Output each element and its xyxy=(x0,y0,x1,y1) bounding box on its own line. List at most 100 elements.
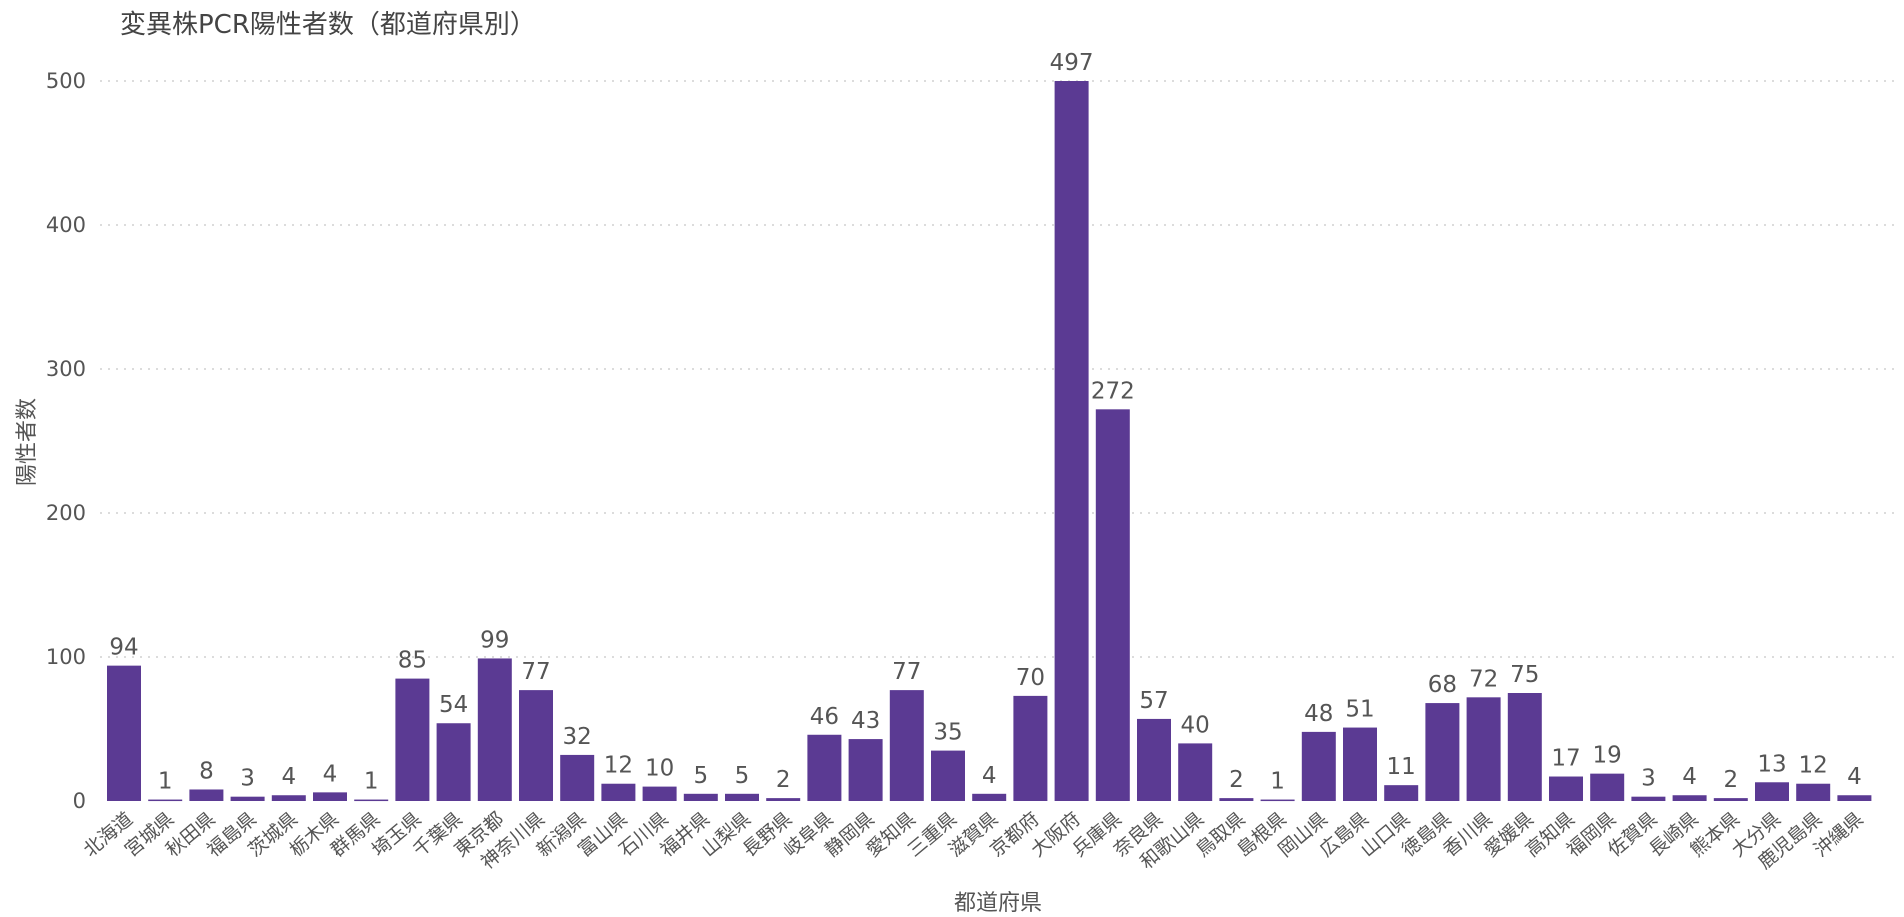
bar[interactable] xyxy=(1590,773,1625,801)
data-label: 48 xyxy=(1304,701,1333,727)
data-label: 2 xyxy=(1229,767,1244,793)
data-label: 12 xyxy=(604,753,633,779)
bars xyxy=(107,81,1872,802)
data-label: 5 xyxy=(735,763,750,789)
data-label: 12 xyxy=(1799,753,1828,779)
data-label: 1 xyxy=(158,769,173,795)
bar[interactable] xyxy=(1672,795,1707,801)
bar[interactable] xyxy=(1631,796,1666,801)
data-label: 43 xyxy=(851,708,880,734)
bar[interactable] xyxy=(1384,785,1419,801)
data-label: 68 xyxy=(1428,672,1457,698)
gridlines xyxy=(100,80,1898,658)
y-tick-label: 100 xyxy=(46,645,86,669)
bar[interactable] xyxy=(1425,703,1460,801)
bar[interactable] xyxy=(1837,795,1872,801)
data-label: 4 xyxy=(982,763,997,789)
data-label: 2 xyxy=(776,767,791,793)
bar[interactable] xyxy=(889,690,924,801)
data-label: 11 xyxy=(1387,754,1416,780)
data-label: 2 xyxy=(1723,767,1738,793)
data-label: 4 xyxy=(281,764,296,790)
bar[interactable] xyxy=(642,786,677,801)
bar[interactable] xyxy=(519,690,553,801)
data-label: 32 xyxy=(563,724,592,750)
data-label: 54 xyxy=(439,692,468,718)
y-axis-title: 陽性者数 xyxy=(15,398,40,486)
bar[interactable] xyxy=(1343,727,1377,801)
data-label: 19 xyxy=(1593,743,1622,769)
bar[interactable] xyxy=(1549,776,1583,801)
bar[interactable] xyxy=(931,750,965,801)
y-tick-label: 400 xyxy=(46,213,86,237)
bar[interactable] xyxy=(148,799,183,802)
data-label: 1 xyxy=(364,769,379,795)
bar[interactable] xyxy=(972,793,1007,801)
data-label: 5 xyxy=(693,763,708,789)
data-label: 70 xyxy=(1016,665,1045,691)
bar[interactable] xyxy=(1178,743,1213,801)
chart-title: 変異株PCR陽性者数（都道府県別） xyxy=(120,10,536,40)
bar[interactable] xyxy=(313,792,347,801)
bar[interactable] xyxy=(725,793,759,801)
data-label: 497 xyxy=(1050,50,1094,76)
bar[interactable] xyxy=(1095,409,1130,801)
bar[interactable] xyxy=(436,723,471,801)
data-label: 272 xyxy=(1091,378,1135,404)
bar[interactable] xyxy=(848,739,883,801)
data-label: 17 xyxy=(1551,746,1580,772)
y-tick-label: 300 xyxy=(46,357,86,381)
bar[interactable] xyxy=(1054,81,1089,801)
bar[interactable] xyxy=(1013,695,1048,801)
bar[interactable] xyxy=(766,798,801,801)
data-label: 77 xyxy=(521,659,550,685)
bar[interactable] xyxy=(107,665,141,801)
data-label: 4 xyxy=(323,761,338,787)
bar[interactable] xyxy=(354,799,389,802)
data-label: 1 xyxy=(1270,769,1285,795)
bar[interactable] xyxy=(1796,783,1831,801)
y-tick-label: 0 xyxy=(73,789,86,813)
bar[interactable] xyxy=(683,793,718,801)
bar[interactable] xyxy=(807,734,842,801)
data-label: 99 xyxy=(480,627,509,653)
data-label: 3 xyxy=(1641,766,1656,792)
data-label: 40 xyxy=(1181,712,1210,738)
data-label: 75 xyxy=(1510,662,1539,688)
data-label: 85 xyxy=(398,648,427,674)
x-axis-labels: 北海道宮城県秋田県福島県茨城県栃木県群馬県埼玉県千葉県東京都神奈川県新潟県富山県… xyxy=(79,808,1867,874)
data-label: 46 xyxy=(810,704,839,730)
bar[interactable] xyxy=(477,658,512,801)
y-tick-label: 200 xyxy=(46,501,86,525)
data-label: 57 xyxy=(1139,688,1168,714)
bar[interactable] xyxy=(1219,798,1254,801)
bar[interactable] xyxy=(1507,693,1542,801)
bar[interactable] xyxy=(1466,697,1501,801)
data-label: 94 xyxy=(109,635,138,661)
bar[interactable] xyxy=(271,795,306,801)
data-label: 51 xyxy=(1345,697,1374,723)
data-label: 3 xyxy=(240,766,255,792)
x-axis-title: 都道府県 xyxy=(954,891,1042,916)
bar[interactable] xyxy=(395,678,430,801)
data-label: 35 xyxy=(933,720,962,746)
data-label: 13 xyxy=(1757,751,1786,777)
bar[interactable] xyxy=(1755,782,1789,801)
bar[interactable] xyxy=(1260,799,1295,802)
bar[interactable] xyxy=(1137,718,1171,801)
bar[interactable] xyxy=(230,796,265,801)
data-label: 4 xyxy=(1682,764,1697,790)
bar[interactable] xyxy=(560,754,595,801)
bar[interactable] xyxy=(1301,731,1336,801)
data-label: 8 xyxy=(199,758,214,784)
y-tick-label: 500 xyxy=(46,69,86,93)
y-axis-ticks: 0 100 200 300 400 500 xyxy=(46,69,86,813)
data-label: 10 xyxy=(645,756,674,782)
data-label: 77 xyxy=(892,659,921,685)
bar[interactable] xyxy=(601,783,636,801)
bar[interactable] xyxy=(189,789,224,801)
bar[interactable] xyxy=(1713,798,1748,801)
data-label: 72 xyxy=(1469,666,1498,692)
